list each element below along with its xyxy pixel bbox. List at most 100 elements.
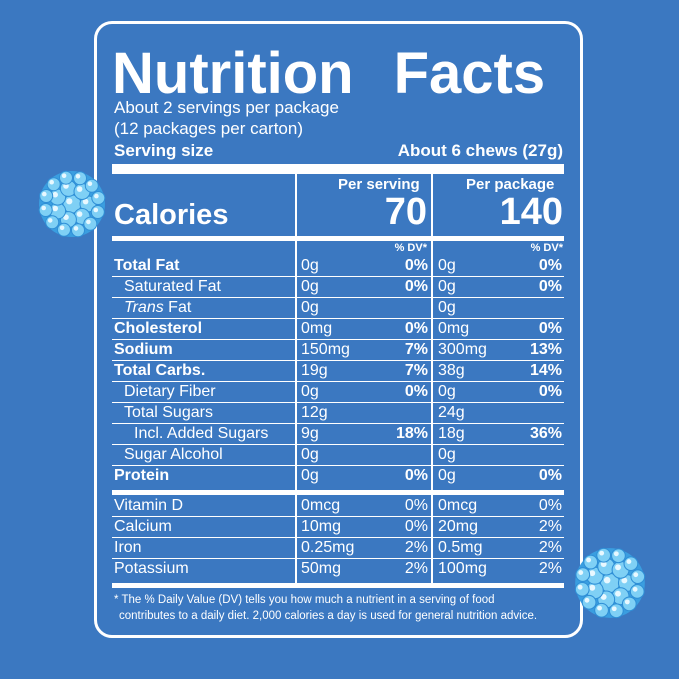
nutrient-row: Cholesterol 0mg 0% 0mg 0% bbox=[112, 319, 564, 340]
amount-per-package: 0mcg bbox=[438, 497, 478, 514]
nutrient-row: Protein 0g 0% 0g 0% bbox=[112, 466, 564, 487]
dv-per-serving: 18% bbox=[395, 425, 428, 442]
serving-size-value: About 6 chews (27g) bbox=[397, 141, 563, 160]
blue-raspberry-right bbox=[574, 547, 646, 619]
dv-per-serving: 2% bbox=[404, 560, 428, 577]
row-divider bbox=[112, 465, 564, 466]
dv-per-package: 0% bbox=[538, 497, 562, 514]
amount-per-serving: 0mg bbox=[301, 320, 333, 337]
dv-per-package: 13% bbox=[529, 341, 562, 358]
dv-per-package: 0% bbox=[538, 257, 562, 274]
vitamin-row: Vitamin D 0mcg 0% 0mcg 0% bbox=[112, 496, 564, 517]
amount-per-package: 0g bbox=[438, 383, 456, 400]
dv-per-serving: 0% bbox=[404, 518, 428, 535]
packages-per-carton: (12 packages per carton) bbox=[114, 119, 303, 138]
dv-per-serving: 2% bbox=[404, 539, 428, 556]
amount-per-package: 38g bbox=[438, 362, 465, 379]
nutrient-name: Total Sugars bbox=[124, 404, 213, 422]
vitamin-name-text: Calcium bbox=[114, 518, 172, 535]
amount-per-serving: 10mg bbox=[301, 518, 342, 535]
nutrient-name: Total Carbs. bbox=[114, 362, 205, 380]
amount-per-package: 0g bbox=[438, 257, 456, 274]
dv-per-serving: 7% bbox=[404, 341, 428, 358]
calories-per-package: 140 bbox=[499, 191, 563, 233]
thick-divider-bottom bbox=[112, 583, 564, 588]
amount-per-serving: 19g bbox=[301, 362, 328, 379]
dv-per-serving: 0% bbox=[404, 497, 428, 514]
nutrient-name-text: Sugar Alcohol bbox=[124, 446, 223, 463]
amount-per-serving: 0mcg bbox=[301, 497, 341, 514]
dv-header-serving: % DV* bbox=[394, 242, 427, 254]
amount-per-package: 0.5mg bbox=[438, 539, 483, 556]
serving-size-label: Serving size bbox=[114, 141, 214, 160]
daily-value-footnote: * The % Daily Value (DV) tells you how m… bbox=[114, 592, 537, 624]
nutrient-name: Cholesterol bbox=[114, 320, 202, 338]
nutrient-name: Dietary Fiber bbox=[124, 383, 216, 401]
row-divider bbox=[112, 276, 564, 277]
thick-divider-top bbox=[112, 164, 564, 174]
amount-per-serving: 150mg bbox=[301, 341, 350, 358]
row-divider bbox=[112, 537, 564, 538]
amount-per-package: 300mg bbox=[438, 341, 487, 358]
nutrient-name: Trans Fat bbox=[124, 299, 191, 317]
row-divider bbox=[112, 558, 564, 559]
vitamin-name: Potassium bbox=[114, 560, 189, 578]
amount-per-package: 18g bbox=[438, 425, 465, 442]
row-divider bbox=[112, 339, 564, 340]
nutrient-name-italic: Trans bbox=[124, 299, 164, 316]
nutrient-row: Saturated Fat 0g 0% 0g 0% bbox=[112, 277, 564, 298]
row-divider bbox=[112, 381, 564, 382]
amount-per-package: 20mg bbox=[438, 518, 479, 535]
dv-per-package: 2% bbox=[538, 539, 562, 556]
amount-per-package: 24g bbox=[438, 404, 465, 421]
nutrient-name-text: Fat bbox=[163, 299, 192, 316]
label-title: Nutrition Facts bbox=[112, 41, 546, 106]
nutrient-name-text: Total Carbs. bbox=[114, 362, 206, 379]
nutrient-name-text: Sodium bbox=[114, 341, 173, 358]
row-divider bbox=[112, 297, 564, 298]
vitamin-name-text: Iron bbox=[114, 539, 142, 556]
calories-per-serving: 70 bbox=[384, 191, 427, 233]
nutrient-row: Dietary Fiber 0g 0% 0g 0% bbox=[112, 382, 564, 403]
dv-per-package: 2% bbox=[538, 560, 562, 577]
nutrient-row: Incl. Added Sugars 9g 18% 18g 36% bbox=[112, 424, 564, 445]
amount-per-serving: 0.25mg bbox=[301, 539, 355, 556]
nutrient-name-text: Total Sugars bbox=[124, 404, 213, 421]
row-divider bbox=[112, 360, 564, 361]
vitamin-name-text: Potassium bbox=[114, 560, 189, 577]
per-package-header: Per package bbox=[466, 176, 555, 193]
dv-header-package: % DV* bbox=[530, 242, 563, 254]
amount-per-serving: 0g bbox=[301, 278, 319, 295]
nutrient-row: Trans Fat 0g 0g bbox=[112, 298, 564, 319]
row-divider bbox=[112, 444, 564, 445]
dv-per-serving: 0% bbox=[404, 467, 428, 484]
nutrient-name-text: Dietary Fiber bbox=[124, 383, 216, 400]
dv-per-package: 0% bbox=[538, 278, 562, 295]
dv-per-package: 2% bbox=[538, 518, 562, 535]
dv-per-serving: 0% bbox=[404, 257, 428, 274]
vitamin-name: Iron bbox=[114, 539, 142, 557]
column-divider-2 bbox=[431, 174, 433, 584]
vitamin-name-text: Vitamin D bbox=[114, 497, 184, 514]
column-divider-1 bbox=[295, 174, 297, 584]
nutrient-row: Total Sugars 12g 24g bbox=[112, 403, 564, 424]
amount-per-serving: 0g bbox=[301, 383, 319, 400]
vitamin-name: Vitamin D bbox=[114, 497, 183, 515]
servings-per-package: About 2 servings per package bbox=[114, 98, 339, 117]
nutrient-name: Sugar Alcohol bbox=[124, 446, 223, 464]
amount-per-serving: 9g bbox=[301, 425, 319, 442]
amount-per-package: 0g bbox=[438, 299, 456, 316]
calories-label: Calories bbox=[114, 199, 229, 231]
nutrient-row: Total Fat 0g 0% 0g 0% bbox=[112, 256, 564, 277]
amount-per-serving: 0g bbox=[301, 467, 319, 484]
amount-per-serving: 50mg bbox=[301, 560, 342, 577]
amount-per-package: 0g bbox=[438, 467, 456, 484]
nutrient-row: Total Carbs. 19g 7% 38g 14% bbox=[112, 361, 564, 382]
amount-per-package: 0g bbox=[438, 278, 456, 295]
dv-per-package: 14% bbox=[529, 362, 562, 379]
nutrient-name: Sodium bbox=[114, 341, 173, 359]
dv-per-package: 0% bbox=[538, 467, 562, 484]
nutrient-name: Protein bbox=[114, 467, 169, 485]
nutrient-name: Saturated Fat bbox=[124, 278, 221, 296]
footnote-line-1: * The % Daily Value (DV) tells you how m… bbox=[114, 594, 495, 606]
